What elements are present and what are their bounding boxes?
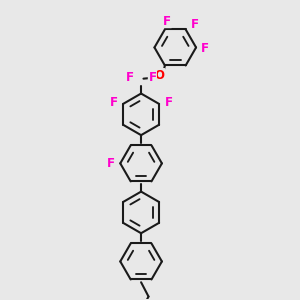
Text: O: O [154,69,164,82]
Text: F: F [163,15,171,28]
Text: F: F [107,157,115,170]
Text: F: F [190,18,199,31]
Text: F: F [148,71,156,84]
Text: F: F [201,42,209,56]
Text: F: F [165,96,172,109]
Text: F: F [110,96,118,109]
Text: F: F [126,71,134,84]
